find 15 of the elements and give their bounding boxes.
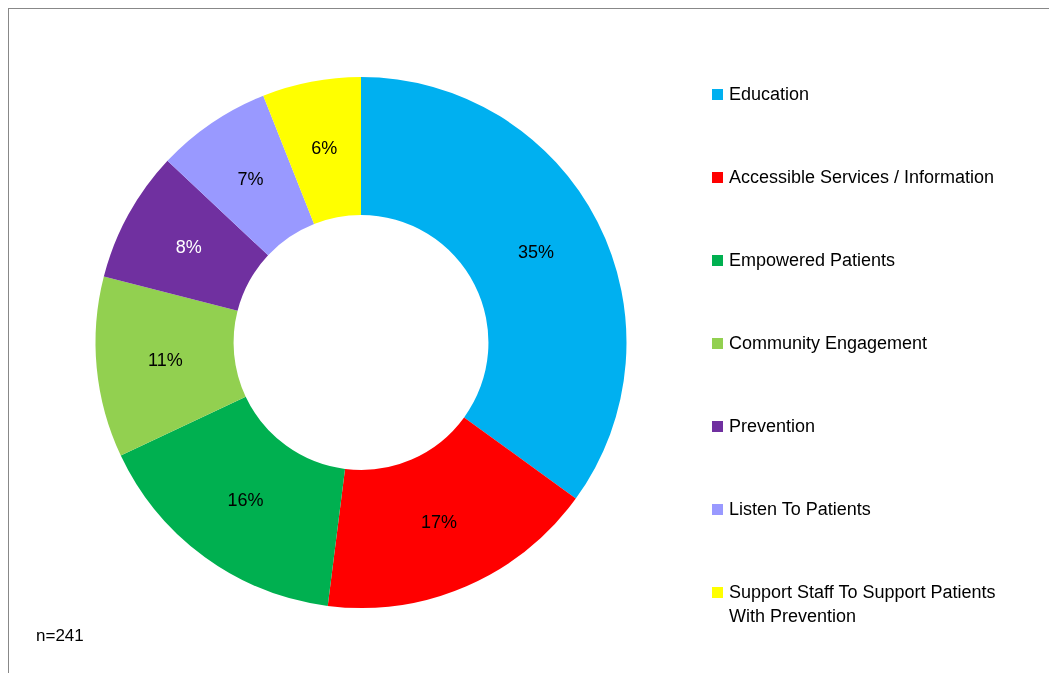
- legend-label: Empowered Patients: [729, 249, 896, 272]
- data-label: 17%: [421, 511, 458, 532]
- legend-label: Education: [729, 83, 810, 106]
- legend-label: Community Engagement: [729, 332, 928, 355]
- legend-label: Support Staff To Support Patients With Prevention: [729, 581, 997, 628]
- legend-label: Prevention: [729, 415, 816, 438]
- data-label: 7%: [237, 168, 264, 189]
- data-label: 16%: [227, 490, 264, 511]
- data-label: 6%: [311, 138, 338, 159]
- legend-label: Listen To Patients: [729, 498, 871, 521]
- legend-label: Accessible Services / Information: [729, 166, 995, 189]
- text: n=241: [36, 626, 84, 646]
- data-label: 8%: [175, 236, 202, 257]
- data-label: 35%: [518, 242, 555, 263]
- data-label: 11%: [148, 349, 183, 370]
